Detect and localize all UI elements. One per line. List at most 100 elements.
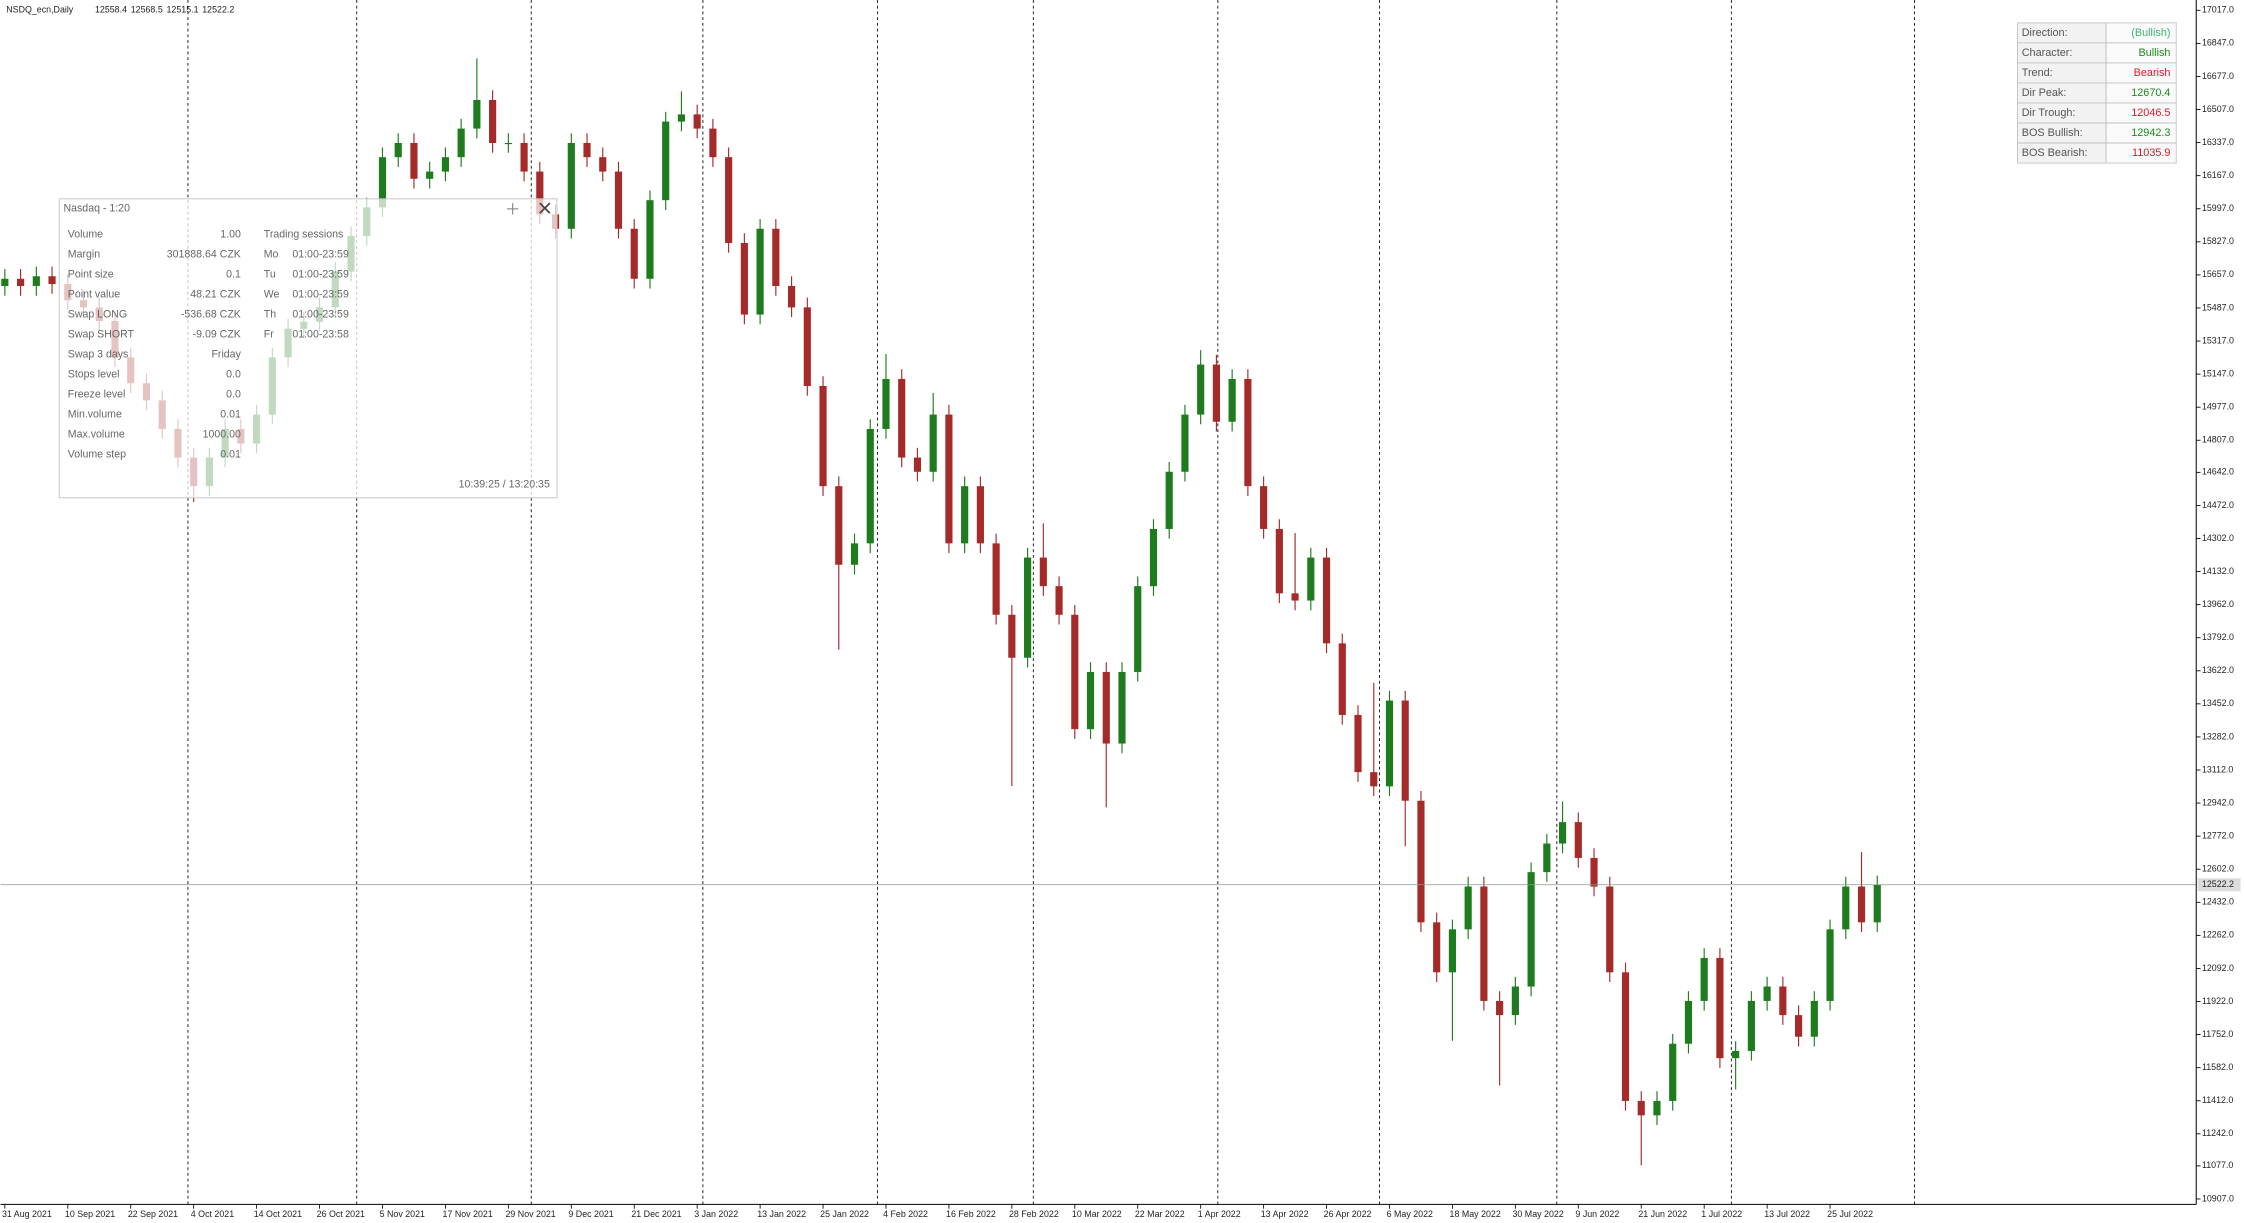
- candle-body: [1543, 843, 1551, 873]
- candle-body: [1810, 1000, 1818, 1037]
- candle-body: [536, 171, 544, 215]
- table-label: Dir Trough:: [2022, 107, 2076, 119]
- candle-body: [1621, 972, 1630, 1101]
- candle-body: [898, 378, 906, 458]
- session-day: Mo: [264, 248, 279, 260]
- x-tick-label: 31 Aug 2021: [2, 1209, 52, 1219]
- close-button[interactable]: [539, 202, 551, 214]
- candle-body: [1779, 986, 1787, 1016]
- candle-body: [976, 486, 984, 544]
- candle-body: [677, 114, 686, 122]
- table-label: BOS Bearish:: [2022, 147, 2088, 159]
- candle-body: [410, 142, 418, 179]
- candle-body: [929, 414, 937, 472]
- panel-value: Friday: [211, 349, 241, 361]
- candle-body: [850, 543, 859, 565]
- x-tick-label: 21 Jun 2022: [1638, 1209, 1687, 1219]
- x-tick-label: 18 May 2022: [1450, 1209, 1501, 1219]
- candle-body: [1558, 822, 1567, 844]
- candle-body: [1574, 822, 1582, 858]
- candle-body: [17, 278, 25, 286]
- y-tick-label: 13452.0: [2202, 698, 2234, 708]
- candle-body: [1826, 929, 1834, 1001]
- table-value: 11035.9: [2132, 147, 2170, 159]
- candle-body: [457, 128, 465, 158]
- y-tick-label: 14642.0: [2202, 467, 2234, 477]
- y-tick-label: 16507.0: [2202, 104, 2234, 114]
- panel-value: -9.09 CZK: [193, 329, 241, 341]
- panel-value: -536.68 CZK: [181, 308, 241, 320]
- x-tick-label: 29 Nov 2021: [505, 1209, 555, 1219]
- y-tick-label: 16337.0: [2202, 137, 2234, 147]
- x-tick-label: 22 Sep 2021: [128, 1209, 178, 1219]
- panel-value: 0.01: [220, 449, 241, 461]
- session-hours: 01:00-23:59: [292, 308, 349, 320]
- candle-body: [835, 486, 843, 565]
- table-label: BOS Bullish:: [2022, 127, 2083, 139]
- candle-body: [1024, 557, 1032, 658]
- x-tick-label: 25 Jul 2022: [1827, 1209, 1873, 1219]
- y-tick-label: 14302.0: [2202, 533, 2234, 543]
- candle-body: [1433, 922, 1441, 973]
- candle-body: [1417, 800, 1425, 923]
- candle-body: [1291, 593, 1299, 601]
- y-tick-label: 13282.0: [2202, 731, 2234, 741]
- panel-box: [58, 198, 558, 499]
- table-value: 12670.4: [2131, 87, 2170, 99]
- candle-body: [1511, 986, 1519, 1016]
- candle-body: [1669, 1043, 1677, 1101]
- panel-value: 1000.00: [203, 429, 241, 441]
- header-value: 12522.2: [202, 4, 234, 14]
- candle-body: [567, 142, 575, 229]
- y-tick-label: 15997.0: [2202, 203, 2234, 213]
- y-tick-label: 11582.0: [2202, 1062, 2233, 1072]
- candle-body: [614, 171, 623, 229]
- candle-body: [961, 486, 969, 544]
- candle-body: [740, 242, 748, 315]
- table-label: Trend:: [2022, 67, 2053, 79]
- price-tag: [2197, 878, 2241, 892]
- move-button[interactable]: [506, 203, 519, 215]
- x-tick-label: 9 Dec 2021: [568, 1209, 613, 1219]
- status-table: Direction: (Bullish) Character: Bullish Tren…: [2017, 22, 2177, 164]
- x-tick-label: 14 Oct 2021: [254, 1209, 302, 1219]
- panel-value: 0.1: [226, 268, 241, 280]
- x-tick-label: 26 Oct 2021: [317, 1209, 365, 1219]
- candle-body: [1496, 1000, 1504, 1016]
- y-tick-label: 10907.0: [2202, 1193, 2234, 1203]
- session-hours: 01:00-23:59: [292, 288, 349, 300]
- panel-value: 301888.64 CZK: [167, 248, 241, 260]
- candle-body: [913, 457, 922, 472]
- candle-body: [1039, 557, 1047, 587]
- header-values: 12558.4 12568.5 12515.1 12522.2: [95, 4, 234, 14]
- candle-body: [1653, 1100, 1661, 1116]
- candle-body: [1275, 528, 1283, 594]
- candle-body: [1684, 1000, 1693, 1044]
- y-tick-label: 12602.0: [2202, 864, 2234, 874]
- close-icon[interactable]: [539, 202, 551, 214]
- candle-body: [945, 414, 953, 544]
- panel-label: Volume step: [68, 449, 126, 461]
- x-tick-label: 5 Nov 2021: [380, 1209, 425, 1219]
- x-tick-label: 28 Feb 2022: [1009, 1209, 1059, 1219]
- candle-body: [1307, 557, 1315, 601]
- candle-body: [1842, 886, 1850, 930]
- candle-body: [1322, 557, 1331, 644]
- header-value: 12558.4: [95, 4, 127, 14]
- x-tick-label: 26 Apr 2022: [1324, 1209, 1372, 1219]
- candle-body: [662, 121, 670, 201]
- candle-body: [599, 157, 607, 172]
- table-label: Dir Peak:: [2022, 87, 2067, 99]
- candle-body: [787, 285, 796, 308]
- candle-body: [709, 128, 717, 158]
- table-label: Character:: [2022, 47, 2073, 59]
- table-value: Bullish: [2138, 47, 2170, 59]
- panel-label: Margin: [68, 248, 100, 260]
- x-tick-label: 30 May 2022: [1513, 1209, 1564, 1219]
- candle-body: [1102, 671, 1110, 744]
- panel-label: Freeze level: [68, 389, 126, 401]
- y-tick-label: 12432.0: [2202, 897, 2234, 907]
- y-tick-label: 13112.0: [2202, 764, 2233, 774]
- candle-body: [1732, 1050, 1740, 1059]
